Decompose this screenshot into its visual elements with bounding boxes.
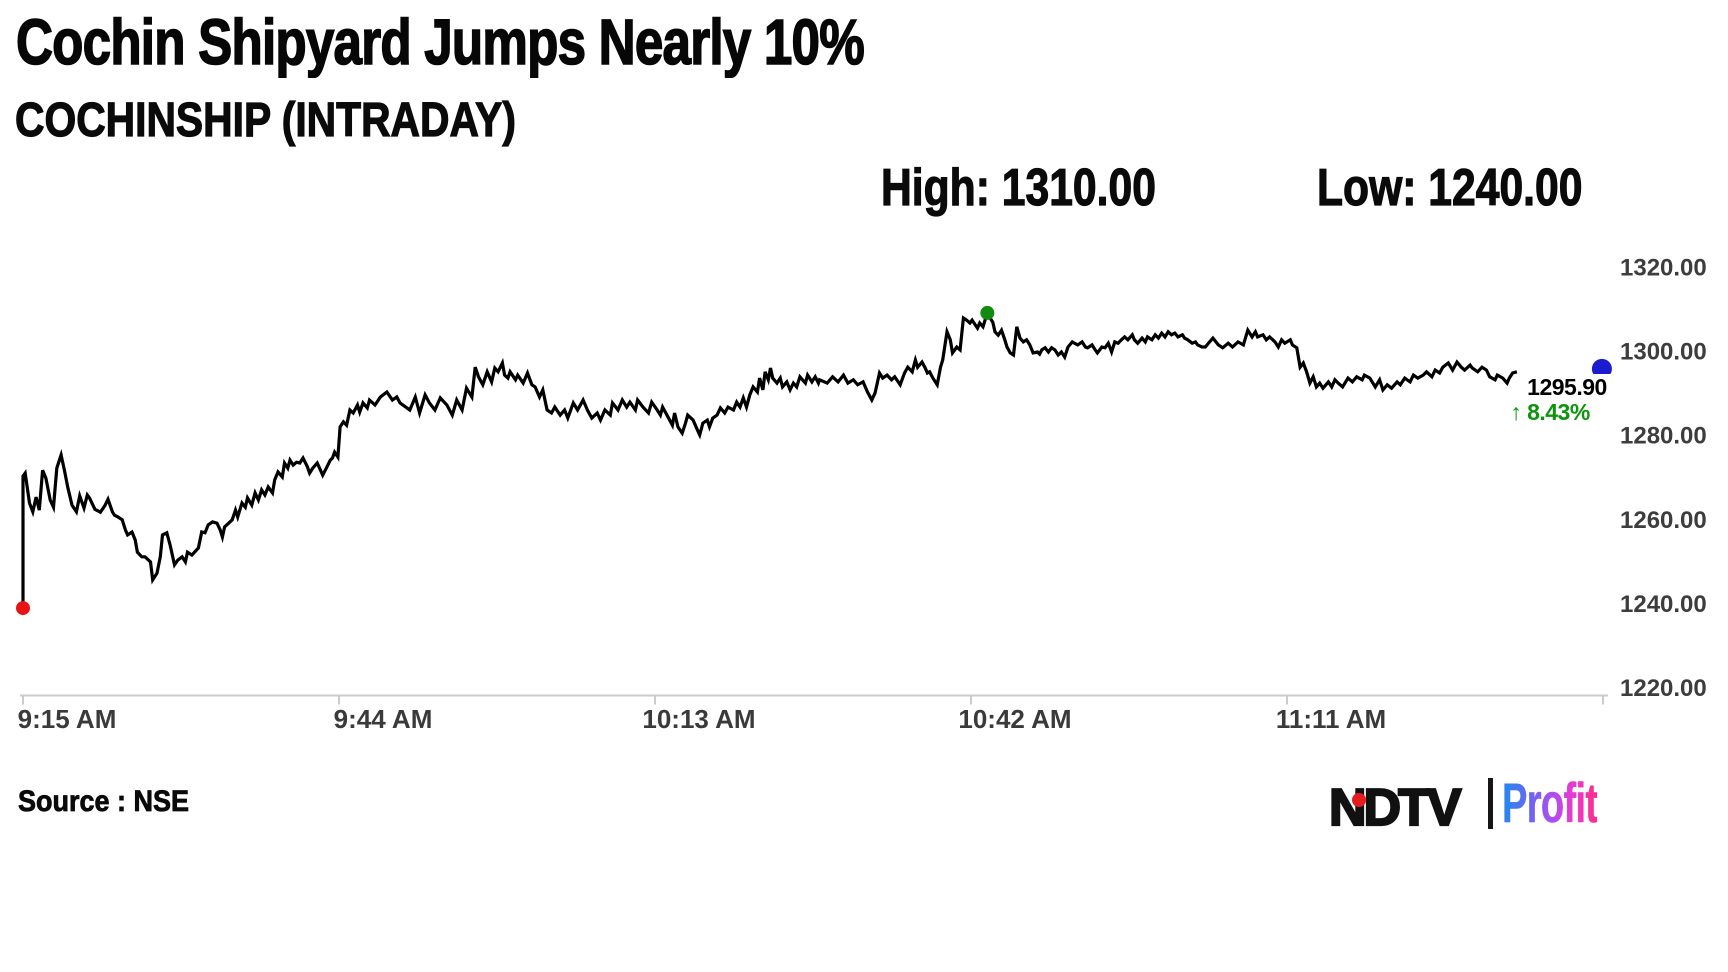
page-title: Cochin Shipyard Jumps Nearly 10% (15, 6, 865, 78)
session-low-stat: Low: 1240.00 (1317, 159, 1583, 217)
x-axis-tick-label: 9:15 AM (18, 704, 117, 734)
y-axis-tick-label: 1300.00 (1620, 339, 1707, 366)
up-arrow-icon: ↑ (1510, 399, 1522, 425)
session-high-marker (980, 305, 995, 320)
ndtv-wordmark: NDTV (1328, 779, 1463, 837)
x-axis-tick-label: 11:11 AM (1276, 704, 1386, 734)
x-axis-tick-label: 10:42 AM (958, 704, 1071, 734)
logo-divider (1488, 778, 1493, 829)
change-percent-label: ↑ 8.43% (1496, 401, 1604, 424)
y-axis-tick-label: 1220.00 (1620, 675, 1707, 702)
price-line (21, 308, 1518, 604)
y-axis-tick-label: 1260.00 (1620, 507, 1707, 534)
source-attribution: Source : NSE (18, 785, 190, 818)
x-axis-tick-label: 9:44 AM (334, 704, 433, 734)
x-axis-tick-label: 10:13 AM (642, 704, 755, 734)
y-axis-tick-label: 1320.00 (1620, 255, 1707, 282)
last-price-label: 1295.90 (1518, 374, 1616, 400)
change-percent-value: 8.43% (1527, 399, 1590, 425)
chart-subtitle: COCHINSHIP (INTRADAY) (14, 94, 516, 147)
profit-wordmark: Profit (1502, 771, 1598, 834)
y-axis-tick-label: 1280.00 (1620, 423, 1707, 450)
y-axis-tick-label: 1240.00 (1620, 591, 1707, 618)
session-high-stat: High: 1310.00 (881, 159, 1157, 217)
last-price-marker (1591, 358, 1612, 379)
session-low-marker (16, 601, 30, 616)
ndtv-red-dot-icon (1352, 793, 1366, 807)
